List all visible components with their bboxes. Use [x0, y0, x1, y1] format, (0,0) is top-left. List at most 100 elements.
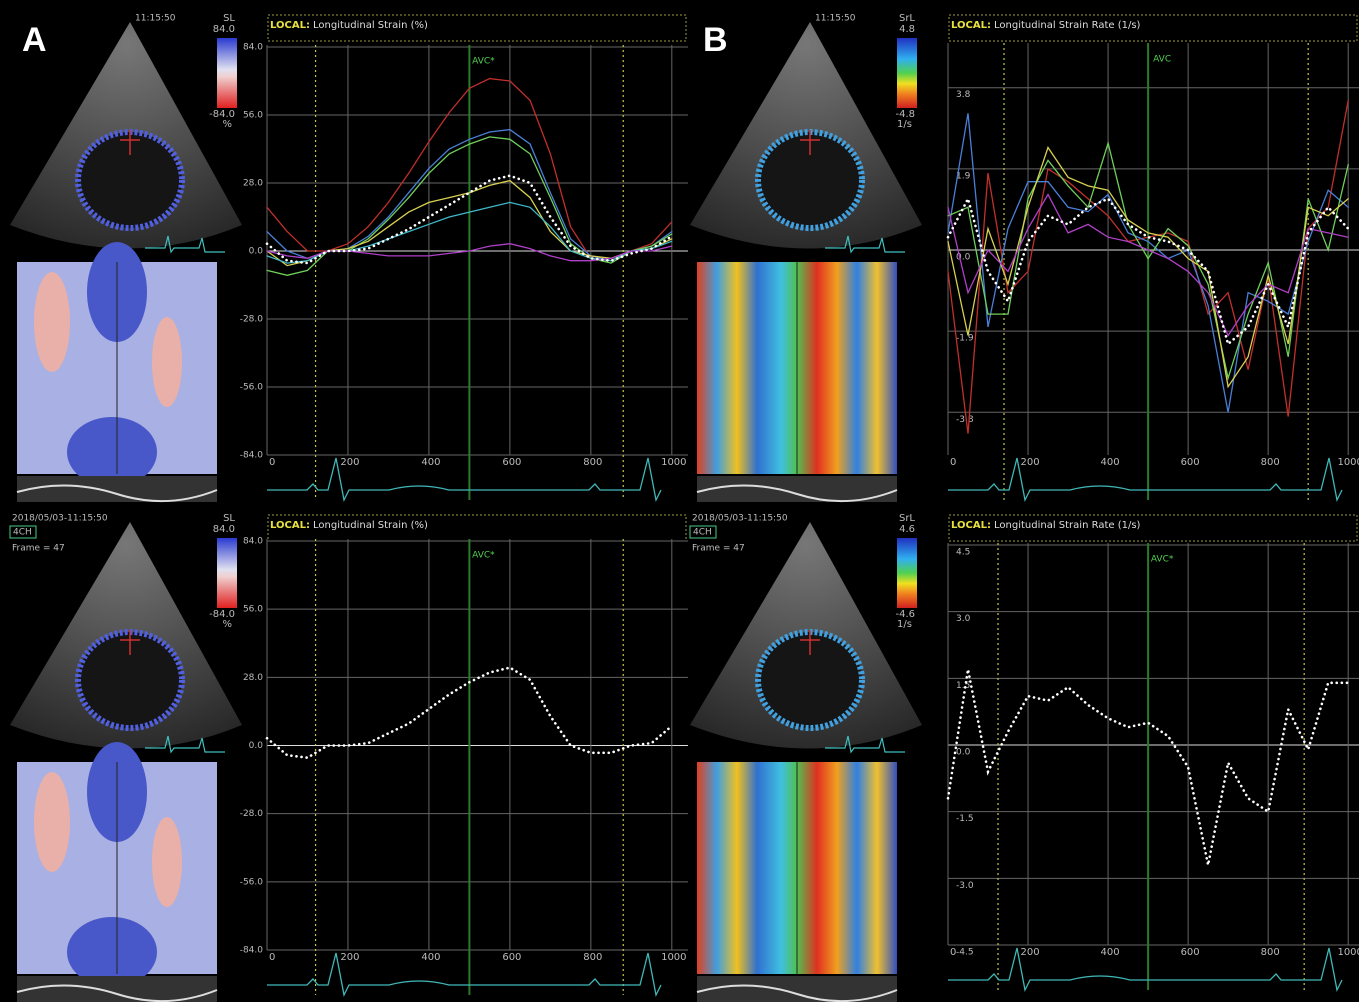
x-tick-label: 0: [950, 947, 956, 958]
view-box: [9, 525, 37, 539]
colorbar-max: 4.8: [899, 24, 915, 35]
mmode-strip: [697, 976, 897, 1002]
y-tick-label: -1.9: [956, 334, 974, 344]
colorbar-label: SrL: [899, 513, 915, 524]
colorbar: [897, 38, 917, 108]
timestamp: 2018/05/03-11:15:50: [12, 514, 108, 524]
ecg-trace: [948, 947, 1343, 993]
colorbar-unit: 1/s: [897, 619, 912, 630]
x-tick-label: 400: [1101, 947, 1120, 958]
x-tick-label: 400: [421, 457, 440, 468]
y-tick-label: 56.0: [243, 111, 263, 121]
colorbar-unit: %: [222, 619, 232, 630]
y-tick-label: 28.0: [243, 673, 263, 683]
chart-title: Longitudinal Strain Rate (1/s): [994, 520, 1141, 531]
strain-map-blob: [67, 417, 157, 487]
x-tick-label: 1000: [661, 457, 686, 468]
colorbar-min: -84.0: [209, 109, 235, 120]
frame-label: Frame = 47: [12, 544, 65, 554]
colorbar: [217, 38, 237, 108]
colorbar: [217, 538, 237, 608]
y-tick-label: 56.0: [243, 605, 263, 615]
x-tick-label: 600: [1181, 457, 1200, 468]
colorbar-label: SL: [223, 513, 235, 524]
colorbar-max: 84.0: [213, 24, 235, 35]
header-strip: [267, 14, 687, 42]
colorbar-label: SrL: [899, 13, 915, 24]
colorbar-unit: 1/s: [897, 119, 912, 130]
y-tick-label: 1.5: [956, 681, 970, 691]
header-strip: [948, 514, 1358, 542]
y-tick-label: -3.8: [956, 415, 974, 425]
y-tick-label: -84.0: [240, 946, 264, 956]
y-tick-label: 28.0: [243, 179, 263, 189]
x-tick-label: 1000: [1337, 947, 1359, 958]
frame-label: Frame = 47: [692, 544, 745, 554]
mmode-trace: [696, 484, 898, 503]
x-tick-label: 200: [340, 457, 359, 468]
view-box: [689, 525, 717, 539]
x-tick-label: 600: [502, 457, 521, 468]
colorbar-min: -84.0: [209, 609, 235, 620]
ecg-mini: [145, 735, 225, 754]
average-line: [265, 174, 674, 265]
x-tick-label: 200: [1020, 457, 1039, 468]
mode-label: LOCAL:: [270, 520, 310, 531]
y-tick-label: -84.0: [240, 451, 264, 461]
avc-label: AVC*: [472, 551, 495, 561]
x-tick-label: 200: [1020, 947, 1039, 958]
figure-label: A: [22, 21, 47, 59]
mmode-trace: [16, 484, 218, 503]
colorbar-unit: %: [222, 119, 232, 130]
strain-map-blob: [152, 317, 182, 407]
x-tick-label: 600: [1181, 947, 1200, 958]
view-label: 4CH: [693, 528, 712, 538]
colorbar-max: 84.0: [213, 524, 235, 535]
x-tick-label: 1000: [661, 952, 686, 963]
colorbar-min: -4.8: [895, 109, 915, 120]
mode-label: LOCAL:: [951, 20, 991, 31]
ecg-mini: [825, 735, 905, 754]
colorbar-min: -4.6: [895, 609, 915, 620]
segment-line: [947, 140, 1349, 381]
y-tick-label: -28.0: [240, 809, 264, 819]
y-tick-label: -3.0: [956, 881, 974, 891]
y-tick-label: 84.0: [243, 537, 263, 547]
average-line: [946, 195, 1350, 347]
x-tick-label: 400: [1101, 457, 1120, 468]
valve-marker: [120, 130, 140, 155]
strain-map-blob: [67, 917, 157, 987]
mmode-strip: [17, 476, 217, 502]
x-tick-label: 200: [340, 952, 359, 963]
x-tick-label: 600: [502, 952, 521, 963]
mmode-strip: [697, 476, 897, 502]
avc-label: AVC: [1153, 55, 1171, 65]
chart-title: Longitudinal Strain (%): [313, 20, 428, 31]
y-tick-label: -28.0: [240, 315, 264, 325]
mmode-strip: [17, 976, 217, 1002]
y-tick-label: 84.0: [243, 43, 263, 53]
valve-marker: [800, 630, 820, 655]
y-tick-label: 3.0: [956, 614, 971, 624]
strain-map-blob: [152, 817, 182, 907]
segment-line: [947, 193, 1349, 337]
figure-label: B: [703, 21, 728, 59]
strain-map-blob: [34, 772, 70, 872]
average-line: [265, 666, 674, 760]
mode-label: LOCAL:: [270, 20, 310, 31]
x-tick-label: 800: [1261, 457, 1280, 468]
y-tick-label: -56.0: [240, 383, 264, 393]
ecg-trace: [948, 457, 1343, 503]
y-tick-label: -4.5: [956, 948, 974, 958]
y-tick-label: -56.0: [240, 877, 264, 887]
y-tick-label: -1.5: [956, 814, 974, 824]
ecg-mini: [825, 235, 905, 254]
x-tick-label: 800: [583, 457, 602, 468]
avc-label: AVC*: [472, 57, 495, 67]
colorbar-max: 4.6: [899, 524, 915, 535]
mmode-trace: [696, 984, 898, 1002]
ecg-mini: [145, 235, 225, 254]
x-tick-label: 800: [583, 952, 602, 963]
x-tick-label: 800: [1261, 947, 1280, 958]
